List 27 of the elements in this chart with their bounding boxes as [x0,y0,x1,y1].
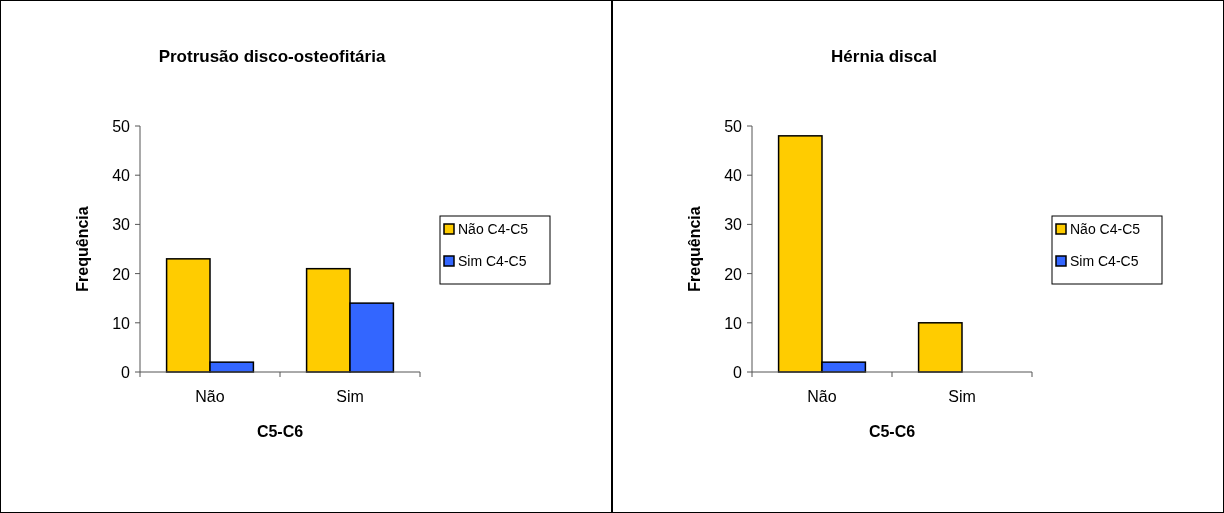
legend-label: Não C4-C5 [1070,221,1141,237]
x-tick-label: Sim [336,388,364,405]
x-tick-label: Sim [948,388,976,405]
legend-label: Não C4-C5 [458,221,529,237]
y-tick-label: 30 [112,216,131,234]
x-axis-title: C5-C6 [256,423,304,440]
y-axis-title: Frequência [74,206,91,292]
legend-label: Sim C4-C5 [1070,253,1139,269]
y-tick-label: 0 [733,364,743,381]
legend-label: Sim C4-C5 [458,253,527,269]
bar [917,322,963,373]
y-tick-label: 40 [112,167,131,185]
y-axis-title: Frequência [686,206,703,292]
chart-title: Hérnia discal [831,47,937,66]
x-tick-label: Não [807,388,837,405]
y-tick-label: 10 [724,314,743,332]
y-tick-label: 0 [121,364,131,381]
x-tick-label: Não [195,388,225,405]
y-tick-label: 20 [112,265,131,283]
y-tick-label: 40 [724,167,743,185]
y-tick-label: 50 [112,118,131,135]
y-tick-label: 20 [724,265,743,283]
y-tick-label: 30 [724,216,743,234]
y-tick-label: 50 [724,118,743,135]
x-axis-title: C5-C6 [868,423,916,440]
chart-title: Protrusão disco-osteofitária [158,47,386,66]
y-tick-label: 10 [112,314,131,332]
